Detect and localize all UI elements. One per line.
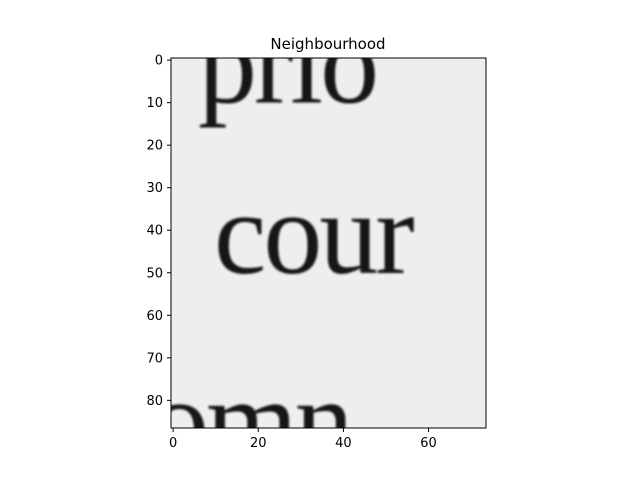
image-area: prio cour omn xyxy=(150,0,486,480)
y-tick-label: 10 xyxy=(146,96,163,111)
y-tick-label: 60 xyxy=(146,309,163,324)
y-tick-label: 20 xyxy=(146,139,163,154)
image-background xyxy=(171,58,486,428)
axes-frame xyxy=(170,57,487,429)
x-tick-label: 60 xyxy=(420,436,437,451)
x-tick-label: 0 xyxy=(169,436,177,451)
y-tick-label: 30 xyxy=(146,181,163,196)
image-text-line: prio xyxy=(198,0,376,129)
image-text-line: omn xyxy=(150,355,353,480)
image-text-line: cour xyxy=(214,168,414,299)
y-tick-label: 50 xyxy=(146,266,163,281)
x-axis: 0 20 40 60 xyxy=(169,428,437,451)
image-text-lines: prio cour omn xyxy=(150,0,417,480)
y-tick-label: 40 xyxy=(146,224,163,239)
x-tick-label: 40 xyxy=(335,436,352,451)
y-tick-label: 80 xyxy=(146,394,163,409)
chart-title: Neighbourhood xyxy=(270,35,385,53)
y-tick-label: 0 xyxy=(155,54,163,69)
y-axis: 0 10 20 30 40 50 60 70 80 xyxy=(146,54,171,409)
y-tick-label: 70 xyxy=(146,351,163,366)
x-tick-label: 20 xyxy=(250,436,267,451)
